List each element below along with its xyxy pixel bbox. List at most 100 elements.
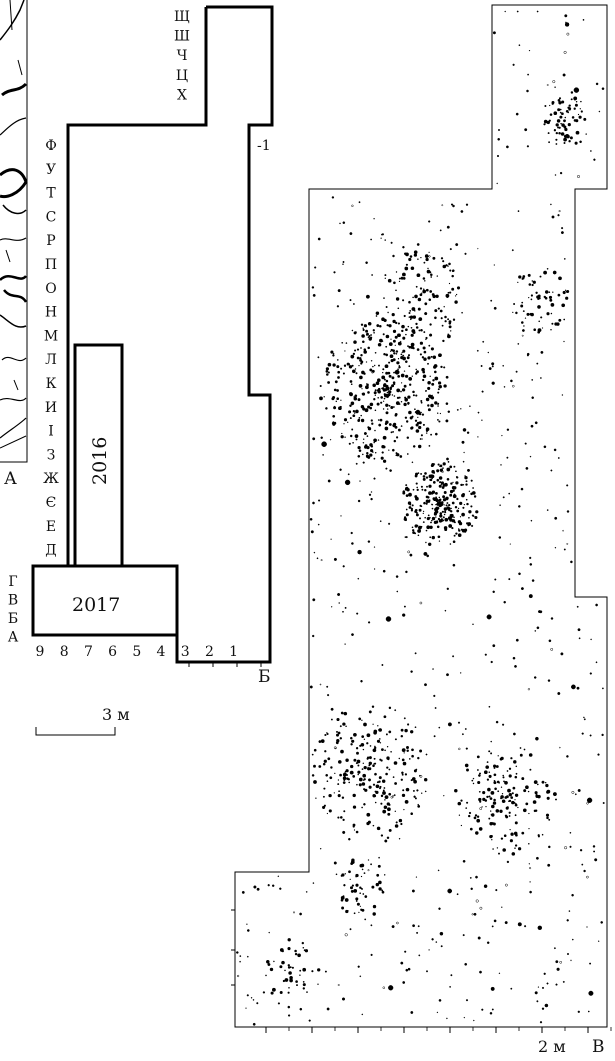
artefact-dot (431, 535, 435, 540)
artefact-dot (404, 266, 409, 271)
artefact-dot (349, 380, 353, 383)
artefact-dot (431, 477, 433, 480)
artefact-dot (501, 906, 503, 908)
artefact-dot (322, 454, 324, 456)
artefact-dot (415, 285, 418, 288)
artefact-dot (449, 330, 452, 332)
artefact-dot (446, 467, 451, 472)
artefact-dot (589, 734, 592, 737)
artefact-dot (374, 772, 377, 776)
artefact-dot (570, 91, 574, 94)
artefact-dot (443, 504, 445, 506)
artefact-dot (417, 258, 419, 260)
artefact-dot (436, 502, 440, 506)
artefact-dot (401, 771, 404, 775)
artefact-dot (562, 290, 566, 295)
artefact-dot (372, 748, 377, 753)
artefact-dot (508, 811, 511, 814)
artefact-dot (361, 887, 363, 890)
artefact-dot (539, 275, 542, 278)
artefact-dot (365, 294, 370, 299)
artefact-dot (590, 638, 592, 641)
artefact-dot (486, 795, 489, 799)
artefact-dot (370, 491, 373, 493)
artefact-dot (371, 370, 374, 374)
artefact-dot (556, 967, 560, 971)
artefact-dot (437, 507, 440, 510)
artefact-dot (427, 500, 431, 503)
artefact-dot (485, 805, 487, 808)
artefact-dot (396, 436, 399, 439)
artefact-dot (330, 350, 334, 354)
artefact-dot (581, 863, 584, 866)
artefact-dot (486, 614, 492, 620)
artefact-dot (402, 981, 406, 984)
artefact-dot (566, 32, 570, 36)
artefact-dot (404, 416, 408, 419)
artefact-dot (447, 461, 450, 463)
artefact-dot (390, 796, 394, 799)
artefact-dot (343, 884, 346, 887)
artefact-dot (446, 502, 449, 504)
artefact-dot (536, 1000, 539, 1003)
artefact-dot (417, 444, 422, 449)
artefact-dot (367, 406, 370, 409)
artefact-dot (517, 343, 520, 345)
artefact-dot (388, 423, 392, 426)
artefact-dot (492, 801, 497, 805)
artefact-dot (503, 600, 506, 604)
artefact-dot (463, 451, 465, 454)
artefact-dot (571, 790, 575, 794)
artefact-dot (492, 644, 496, 648)
artefact-dot (465, 747, 468, 750)
artefact-dot (541, 780, 545, 784)
artefact-dot (347, 473, 350, 476)
artefact-dot (356, 759, 361, 764)
artefact-dot (420, 401, 423, 404)
artefact-dot (343, 418, 348, 422)
artefact-dot (360, 875, 363, 878)
artefact-dot (342, 263, 344, 265)
artefact-dot (350, 531, 353, 535)
artefact-dot (536, 362, 539, 365)
artefact-dot (342, 610, 344, 613)
artefact-dot (439, 481, 442, 484)
artefact-dot (548, 295, 553, 299)
artefact-dot (455, 470, 457, 473)
artefact-dot (515, 765, 518, 768)
artefact-dot (344, 436, 346, 438)
artefact-dot (411, 748, 414, 752)
artefact-dot (408, 758, 411, 760)
artefact-dot (461, 440, 465, 444)
artefact-dot (382, 789, 385, 792)
artefact-dot (395, 454, 398, 457)
artefact-dot (386, 391, 389, 394)
artefact-dot (363, 722, 367, 727)
artefact-dot (473, 1019, 475, 1022)
artefact-dot (379, 338, 383, 343)
artefact-dot (410, 730, 414, 734)
artefact-dot (323, 787, 326, 790)
artefact-dot (583, 117, 587, 121)
artefact-dot (583, 716, 585, 719)
artefact-dot (452, 655, 455, 658)
artefact-dot (493, 798, 496, 802)
artefact-dot (429, 536, 432, 539)
artefact-dot (425, 336, 428, 340)
artefact-dot (387, 278, 392, 283)
artefact-dot (357, 454, 361, 458)
artefact-dot (543, 123, 546, 126)
artefact-dot (517, 922, 522, 927)
artefact-dot (386, 408, 389, 410)
artefact-dot (374, 351, 377, 354)
artefact-dot (440, 257, 444, 260)
artefact-dot (423, 777, 428, 782)
artefact-dot (473, 495, 477, 498)
artefact-dot (337, 984, 340, 986)
artefact-dot (385, 411, 389, 415)
artefact-dot (390, 354, 393, 357)
artefact-dot (577, 1010, 580, 1013)
artefact-dot (438, 353, 442, 357)
artefact-dot (358, 201, 361, 204)
artefact-dot (559, 746, 561, 749)
